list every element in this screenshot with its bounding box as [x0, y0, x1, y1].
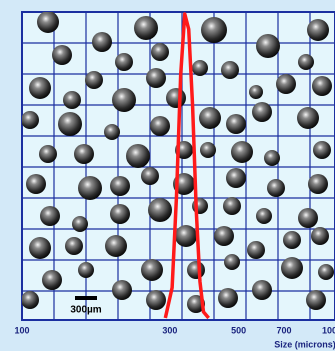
- particle: [312, 76, 332, 96]
- x-tick-label: 300: [162, 325, 177, 335]
- particle: [134, 16, 158, 40]
- particle: [256, 208, 272, 224]
- particle: [22, 111, 39, 129]
- particle: [112, 280, 132, 300]
- particle: [58, 112, 82, 136]
- particle: [256, 34, 280, 58]
- particle: [52, 45, 72, 65]
- particle: [308, 174, 328, 194]
- particle: [22, 291, 39, 309]
- particle: [297, 107, 319, 129]
- particle: [110, 176, 130, 196]
- particle: [313, 141, 331, 159]
- particle: [199, 107, 221, 129]
- particle: [78, 262, 94, 278]
- particle: [72, 216, 88, 232]
- particle: [298, 208, 318, 228]
- particle: [104, 124, 120, 140]
- particle: [92, 32, 112, 52]
- particle: [85, 71, 103, 89]
- particle: [105, 235, 127, 257]
- particle: [78, 176, 102, 200]
- particle: [226, 168, 246, 188]
- particle: [223, 197, 241, 215]
- particle: [112, 88, 136, 112]
- particle: [146, 68, 166, 88]
- particle: [42, 270, 62, 290]
- particle: [65, 237, 83, 255]
- x-tick-label: 100: [14, 325, 29, 335]
- particle: [226, 114, 246, 134]
- particle: [126, 144, 150, 168]
- particle: [200, 142, 216, 158]
- particle: [318, 264, 334, 280]
- x-tick-label: 1000: [322, 325, 335, 335]
- particle: [40, 206, 60, 226]
- particle: [175, 225, 197, 247]
- particle: [221, 61, 239, 79]
- particle: [306, 290, 326, 310]
- particle: [252, 102, 272, 122]
- scale-bar: [75, 296, 97, 300]
- distribution-curve: [163, 12, 210, 320]
- particle: [150, 116, 170, 136]
- particle: [110, 204, 130, 224]
- particle: [141, 259, 163, 281]
- particle: [231, 141, 253, 163]
- x-axis-label: Size (microns): [274, 339, 335, 349]
- particle: [311, 227, 329, 245]
- particle: [264, 150, 280, 166]
- particle: [281, 257, 303, 279]
- particle: [166, 88, 186, 108]
- particle: [267, 179, 285, 197]
- particle: [187, 261, 205, 279]
- particle: [74, 144, 94, 164]
- particles: [22, 12, 334, 313]
- particle: [192, 60, 208, 76]
- particle: [29, 77, 51, 99]
- particle: [29, 237, 51, 259]
- curve-layer: [163, 12, 210, 320]
- particle: [247, 241, 265, 259]
- particle: [276, 74, 296, 94]
- x-tick-label: 700: [276, 325, 291, 335]
- particle: [307, 19, 329, 41]
- particle: [146, 290, 166, 310]
- particle: [224, 254, 240, 270]
- particle: [39, 145, 57, 163]
- particle: [214, 226, 234, 246]
- scale-bar-label: 300µm: [70, 305, 101, 316]
- particle: [252, 280, 272, 300]
- particle: [201, 17, 227, 43]
- particle: [115, 53, 133, 71]
- particle: [298, 54, 314, 70]
- particle: [141, 167, 159, 185]
- particle: [283, 231, 301, 249]
- particle: [63, 91, 81, 109]
- particle: [249, 85, 263, 99]
- particle: [26, 174, 46, 194]
- x-tick-label: 500: [231, 325, 246, 335]
- particle: [151, 43, 169, 61]
- particle: [37, 12, 59, 33]
- particle: [218, 288, 238, 308]
- particle: [148, 198, 172, 222]
